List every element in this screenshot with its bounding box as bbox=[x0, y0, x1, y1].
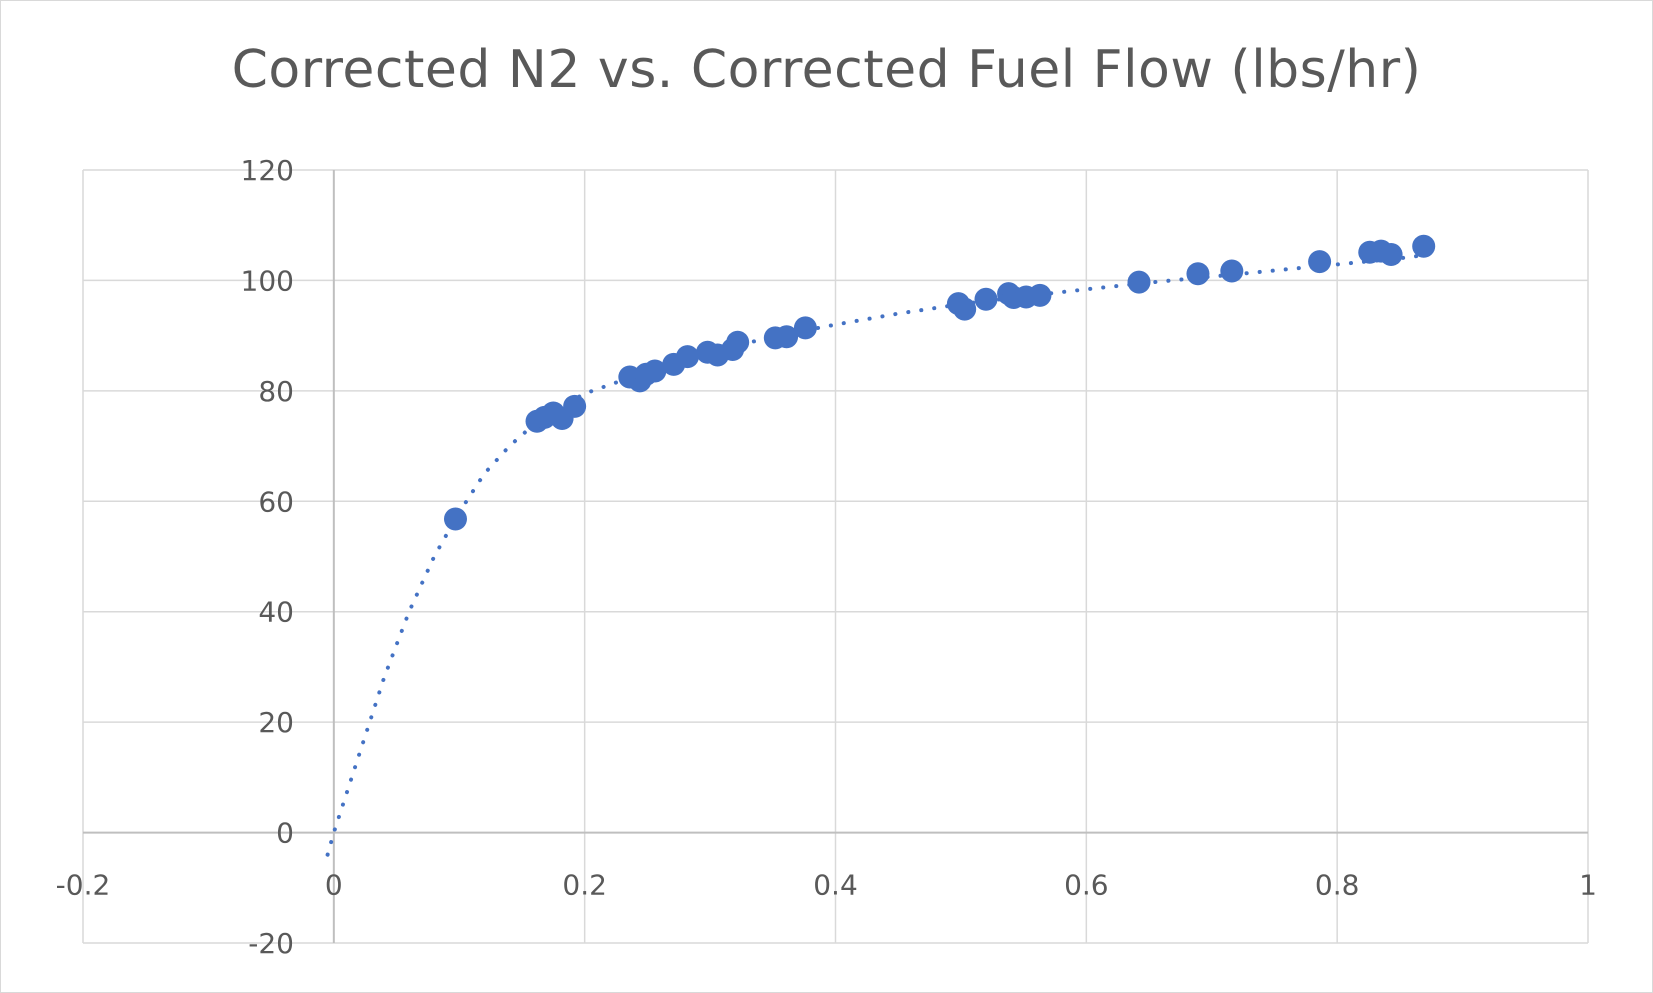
y-tick-label: 100 bbox=[241, 264, 294, 297]
data-point bbox=[1308, 250, 1332, 274]
trendline-path bbox=[325, 253, 1427, 857]
y-tick-label: 120 bbox=[241, 154, 294, 187]
data-point bbox=[726, 330, 750, 354]
data-points bbox=[443, 234, 1436, 531]
y-tick-label: -20 bbox=[248, 927, 294, 960]
data-point bbox=[443, 507, 467, 531]
x-tick-label: 0.6 bbox=[1064, 869, 1109, 902]
x-tick-label: 0.4 bbox=[813, 869, 858, 902]
trendline bbox=[325, 253, 1427, 857]
data-point bbox=[643, 359, 667, 383]
data-point bbox=[676, 345, 700, 369]
data-point bbox=[1379, 242, 1403, 266]
data-point bbox=[1127, 270, 1151, 294]
data-point bbox=[1412, 234, 1436, 258]
data-point bbox=[974, 287, 998, 311]
y-tick-label: 20 bbox=[258, 706, 294, 739]
tick-labels: 120 100 80 60 40 20 0 -20 -0.2 0 0.2 0.4 0.6 0.8 1 bbox=[56, 154, 1597, 960]
x-tick-label: 0.8 bbox=[1315, 869, 1360, 902]
y-tick-label: 40 bbox=[258, 596, 294, 629]
data-point bbox=[1186, 262, 1210, 286]
data-point bbox=[953, 297, 977, 321]
chart-title: Corrected N2 vs. Corrected Fuel Flow (lb… bbox=[231, 40, 1422, 100]
data-point bbox=[775, 325, 799, 349]
data-point bbox=[793, 316, 817, 340]
data-point bbox=[563, 394, 587, 418]
y-tick-label: 0 bbox=[276, 817, 294, 850]
data-point bbox=[1220, 259, 1244, 283]
axes bbox=[83, 170, 1588, 943]
gridlines bbox=[82, 169, 1589, 944]
data-point bbox=[1028, 283, 1052, 307]
y-tick-label: 60 bbox=[258, 485, 294, 518]
x-tick-label: 0.2 bbox=[562, 869, 607, 902]
y-tick-label: 80 bbox=[258, 375, 294, 408]
x-tick-label: -0.2 bbox=[56, 869, 111, 902]
x-tick-label: 0 bbox=[325, 869, 343, 902]
x-tick-label: 1 bbox=[1579, 869, 1597, 902]
